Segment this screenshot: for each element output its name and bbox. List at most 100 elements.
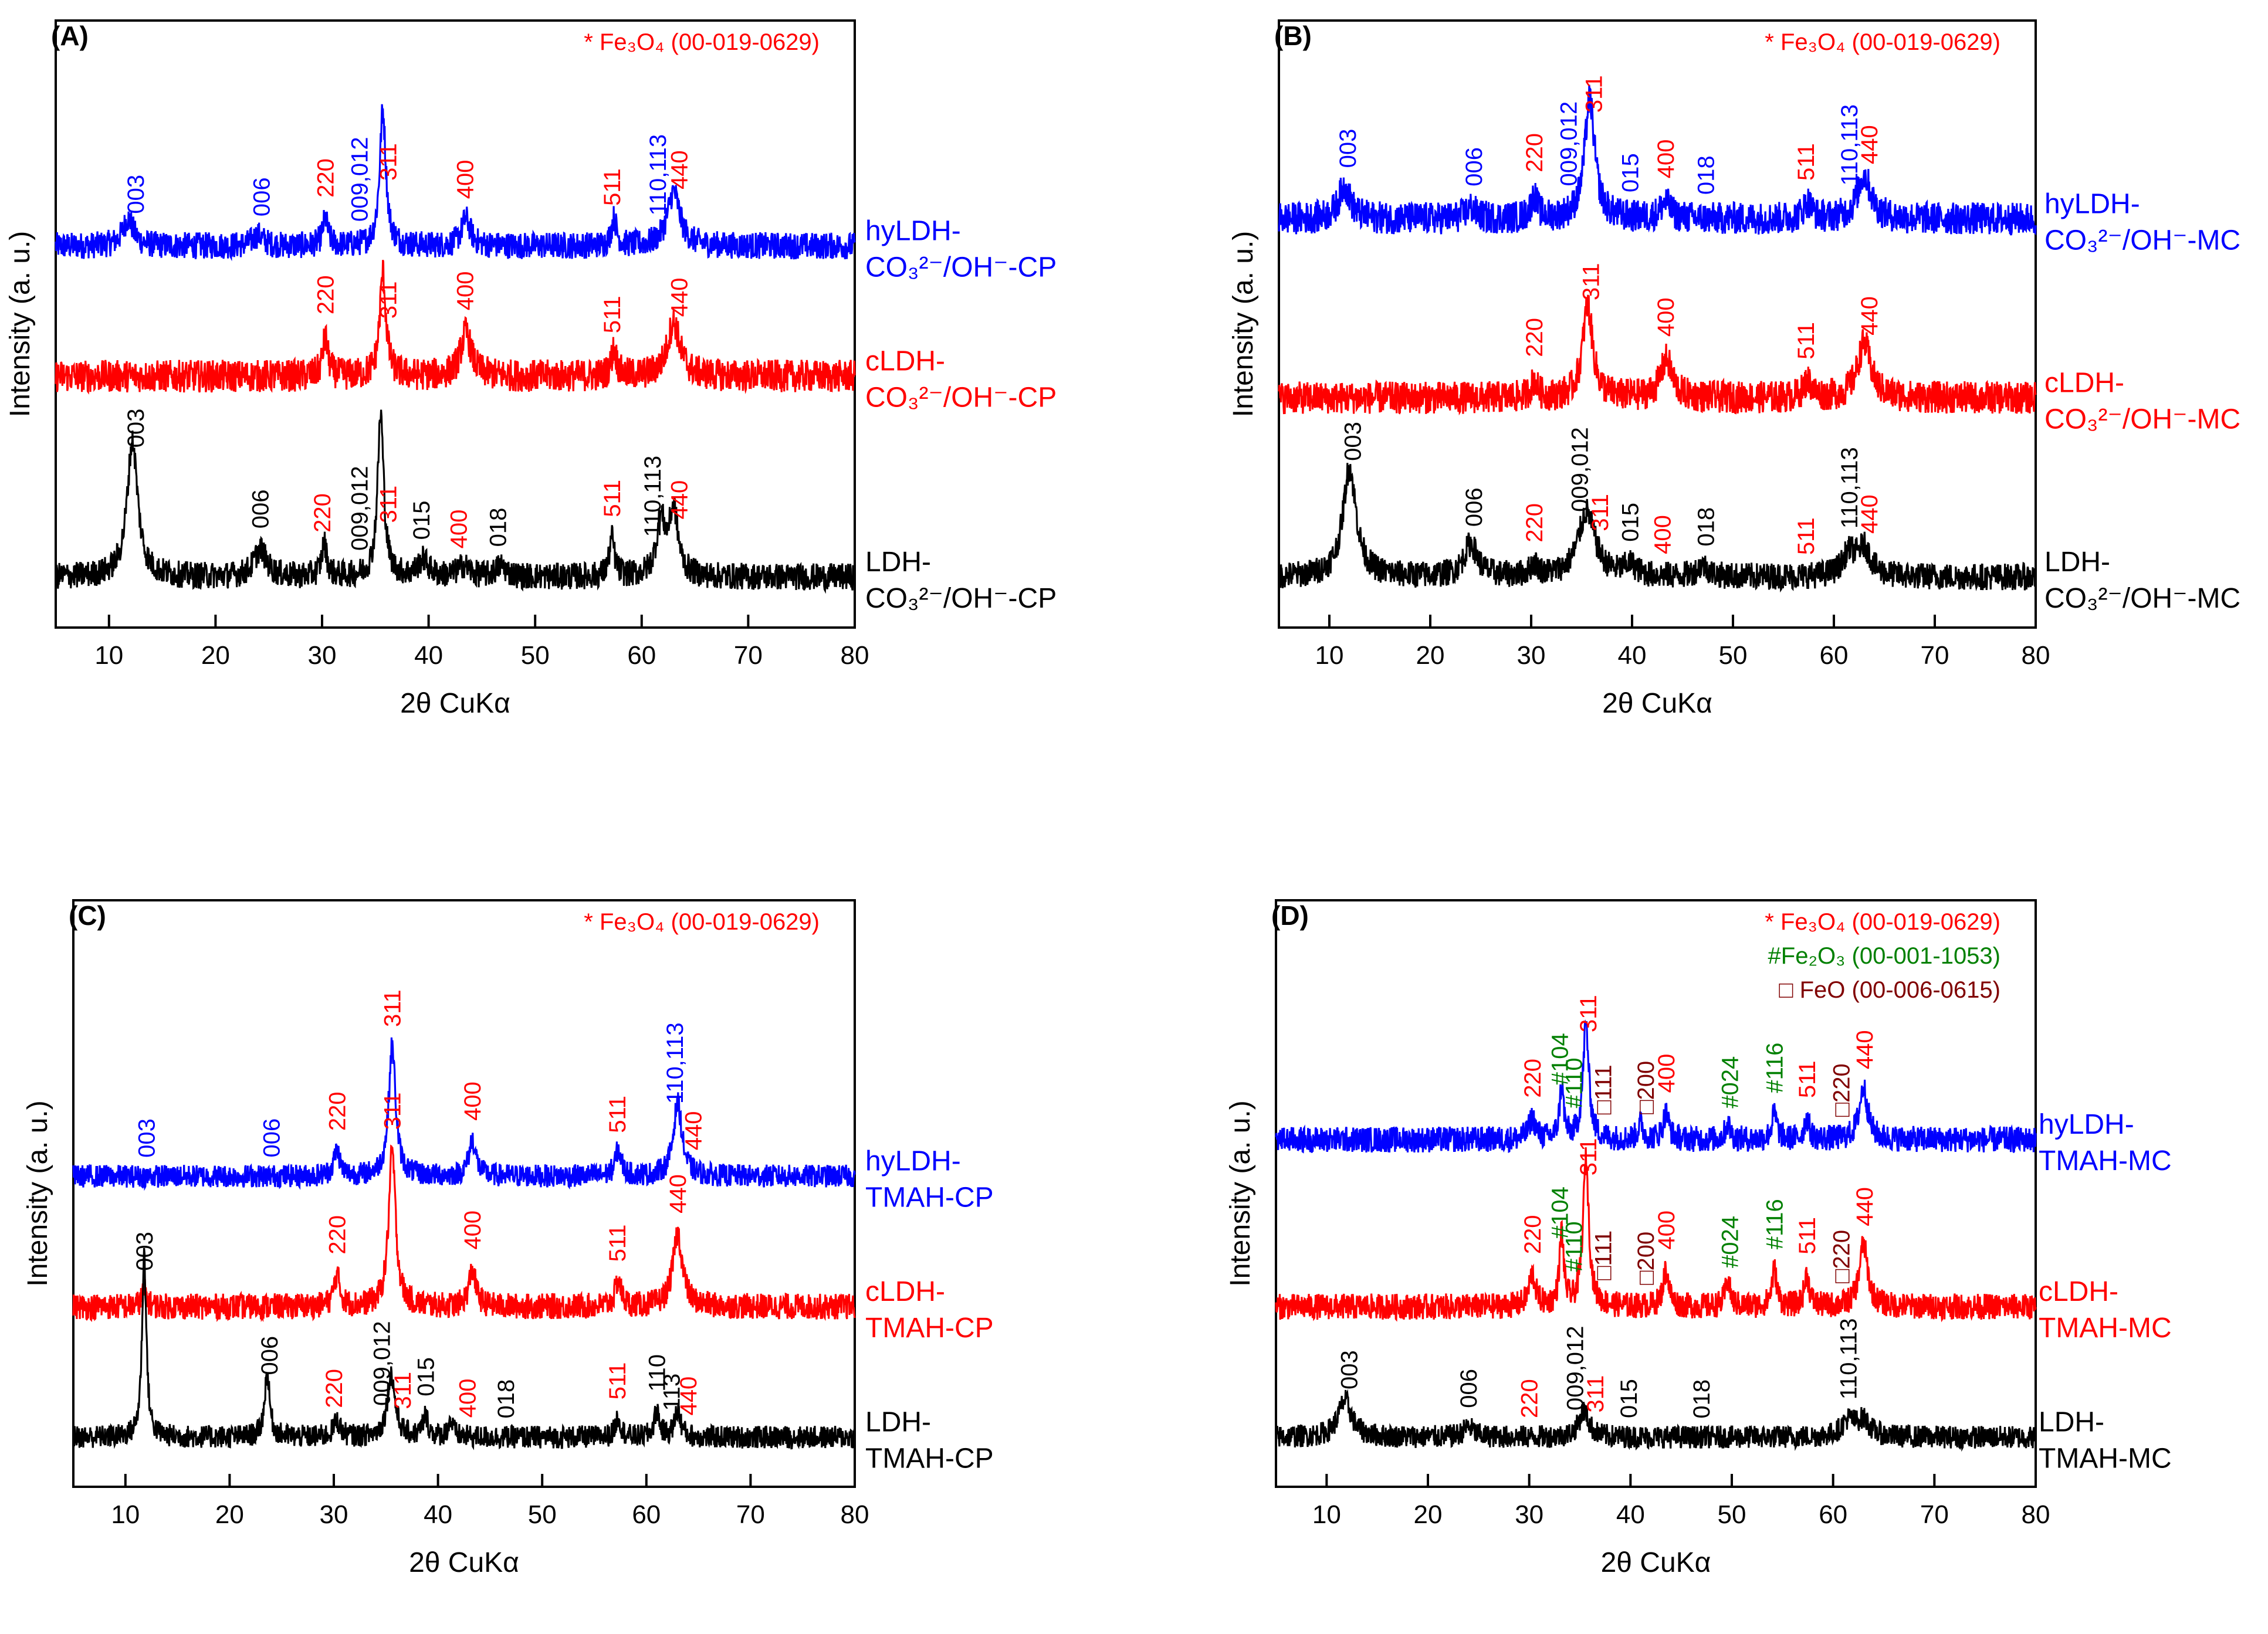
series-label: CO₃²⁻/OH⁻-CP	[865, 583, 1057, 614]
reference-note: #Fe₂O₃ (00-001-1053)	[1768, 943, 2000, 969]
series-label: LDH-	[865, 1407, 931, 1438]
hkl-label: 511	[1795, 1060, 1820, 1098]
hkl-label: 006	[248, 490, 274, 529]
hkl-label: 220	[1520, 1059, 1546, 1098]
series-label: LDH-	[2044, 547, 2110, 578]
x-tick-label: 70	[1921, 641, 1949, 670]
series-line-hy	[55, 104, 856, 262]
hkl-label: 311	[376, 486, 402, 523]
x-tick-label: 80	[2022, 1500, 2050, 1529]
x-tick-label: 70	[736, 1500, 765, 1529]
hkl-label: 311	[390, 1372, 416, 1409]
series-label: CO₃²⁻/OH⁻-CP	[865, 252, 1057, 283]
hkl-label: 311	[380, 1093, 405, 1130]
hkl-label: 400	[455, 1379, 480, 1418]
x-axis-label: 2θ CuKα	[409, 1547, 519, 1578]
series-c: 220 311 400 511 440 cLDH- CO₃²⁻/OH⁻-CP	[55, 259, 1057, 413]
x-tick-label: 10	[94, 641, 123, 670]
hkl-label: 006	[257, 1336, 283, 1375]
plot-frame	[72, 899, 856, 1488]
series-hy: 003 006 220 311 400 511 110,113 440 hyLDH- TMAH-C…	[72, 989, 994, 1213]
hkl-label: 511	[600, 480, 625, 517]
hkl-label: 440	[681, 1111, 707, 1151]
x-tick-label: 40	[1618, 641, 1647, 670]
hkl-label: 110,113	[1836, 1318, 1862, 1400]
hkl-label: □220	[1829, 1230, 1854, 1283]
series-label: hyLDH-	[865, 1146, 961, 1177]
x-tick-label: 60	[1820, 641, 1849, 670]
series-label: CO₃²⁻/OH⁻-MC	[2044, 404, 2240, 435]
hkl-label: 006	[259, 1118, 285, 1158]
hkl-label: 220	[1522, 318, 1548, 357]
hkl-label: 400	[460, 1211, 486, 1250]
hkl-label: #116	[1762, 1043, 1788, 1093]
series-line-c	[72, 1144, 856, 1323]
series-label: CO₃²⁻/OH⁻-MC	[2044, 583, 2240, 614]
hkl-label: 311	[380, 989, 405, 1027]
hkl-label: 440	[666, 278, 692, 317]
x-tick-label: 50	[1719, 641, 1748, 670]
hkl-label: 400	[1653, 139, 1679, 178]
hkl-label: #110	[1562, 1057, 1587, 1108]
series-label: hyLDH-	[2039, 1109, 2134, 1140]
hkl-label: 220	[313, 275, 338, 314]
series-label: hyLDH-	[2044, 188, 2140, 219]
hkl-label: 003	[1336, 1350, 1362, 1389]
x-tick-label: 10	[1312, 1500, 1341, 1529]
x-tick-label: 50	[1718, 1500, 1746, 1529]
reference-note: * Fe₃O₄ (00-019-0629)	[1765, 909, 2000, 935]
hkl-label: 400	[1654, 1211, 1680, 1250]
hkl-label: 440	[1852, 1187, 1878, 1226]
x-tick-label: 20	[1416, 641, 1445, 670]
x-tick-label: 80	[841, 641, 869, 670]
series-label: CO₃²⁻/OH⁻-MC	[2044, 225, 2240, 256]
series-line-c	[55, 259, 856, 395]
series-label: TMAH-CP	[865, 1443, 994, 1474]
hkl-label: #104	[1547, 1186, 1573, 1239]
hkl-label: #024	[1718, 1216, 1744, 1268]
x-tick-label: 70	[734, 641, 763, 670]
hkl-label: 511	[1795, 1217, 1820, 1255]
hkl-label: 440	[1857, 296, 1883, 335]
hkl-label: 110,113	[1837, 104, 1863, 186]
hkl-label: 511	[600, 168, 625, 206]
series-label: TMAH-CP	[865, 1313, 994, 1344]
hkl-label: 018	[1694, 507, 1719, 547]
hkl-label: □111	[1591, 1065, 1617, 1114]
hkl-label: 220	[1522, 133, 1548, 172]
hkl-label: 009,012	[347, 137, 373, 222]
series-label: hyLDH-	[865, 216, 961, 247]
series-label: LDH-	[2039, 1407, 2104, 1438]
x-tick-label: 60	[627, 641, 656, 670]
hkl-label: □200	[1633, 1232, 1659, 1285]
series-label: CO₃²⁻/OH⁻-CP	[865, 382, 1057, 413]
x-tick-label: 80	[841, 1500, 869, 1529]
hkl-label: 009,012	[1556, 101, 1582, 187]
hkl-label: 440	[666, 150, 692, 189]
hkl-label: 015	[1618, 153, 1644, 192]
hkl-label: 018	[1689, 1379, 1715, 1419]
x-axis-label: 2θ CuKα	[1602, 688, 1712, 719]
x-tick-label: 50	[528, 1500, 557, 1529]
hkl-label: 311	[376, 143, 402, 181]
x-tick-label: 70	[1920, 1500, 1949, 1529]
hkl-label: 006	[1456, 1369, 1482, 1408]
y-axis-label: Intensity (a. u.)	[1228, 231, 1259, 417]
hkl-label: 220	[1522, 503, 1548, 543]
hkl-label: 511	[1793, 322, 1819, 360]
hkl-label: #024	[1718, 1056, 1744, 1108]
hkl-label: □200	[1633, 1061, 1659, 1114]
hkl-label: 220	[310, 493, 336, 533]
hkl-label: 009,012	[347, 466, 373, 551]
hkl-label: 400	[1653, 297, 1679, 337]
x-tick-label: 30	[1515, 1500, 1543, 1529]
hkl-label: 400	[452, 271, 478, 310]
hkl-label: 009,012	[370, 1321, 395, 1406]
hkl-label: 511	[1793, 143, 1819, 181]
hkl-label: 110,113	[645, 134, 671, 216]
